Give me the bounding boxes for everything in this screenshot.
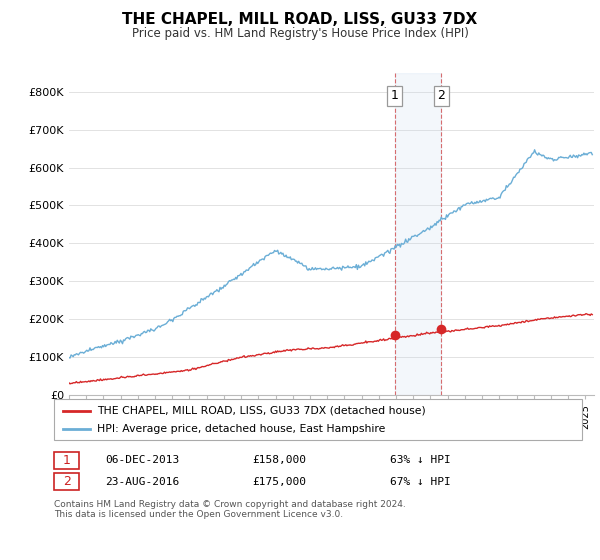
Text: 23-AUG-2016: 23-AUG-2016 — [105, 477, 179, 487]
Text: 2: 2 — [62, 475, 71, 488]
Text: 2: 2 — [437, 89, 445, 102]
Text: Price paid vs. HM Land Registry's House Price Index (HPI): Price paid vs. HM Land Registry's House … — [131, 27, 469, 40]
Text: 1: 1 — [391, 89, 398, 102]
Text: THE CHAPEL, MILL ROAD, LISS, GU33 7DX: THE CHAPEL, MILL ROAD, LISS, GU33 7DX — [122, 12, 478, 27]
Text: THE CHAPEL, MILL ROAD, LISS, GU33 7DX (detached house): THE CHAPEL, MILL ROAD, LISS, GU33 7DX (d… — [97, 405, 426, 416]
Text: 1: 1 — [62, 454, 71, 467]
Bar — [395, 73, 442, 395]
Text: HPI: Average price, detached house, East Hampshire: HPI: Average price, detached house, East… — [97, 424, 386, 434]
Text: £175,000: £175,000 — [252, 477, 306, 487]
Text: Contains HM Land Registry data © Crown copyright and database right 2024.
This d: Contains HM Land Registry data © Crown c… — [54, 500, 406, 519]
Text: 67% ↓ HPI: 67% ↓ HPI — [390, 477, 451, 487]
Text: £158,000: £158,000 — [252, 455, 306, 465]
Text: 06-DEC-2013: 06-DEC-2013 — [105, 455, 179, 465]
Text: 63% ↓ HPI: 63% ↓ HPI — [390, 455, 451, 465]
